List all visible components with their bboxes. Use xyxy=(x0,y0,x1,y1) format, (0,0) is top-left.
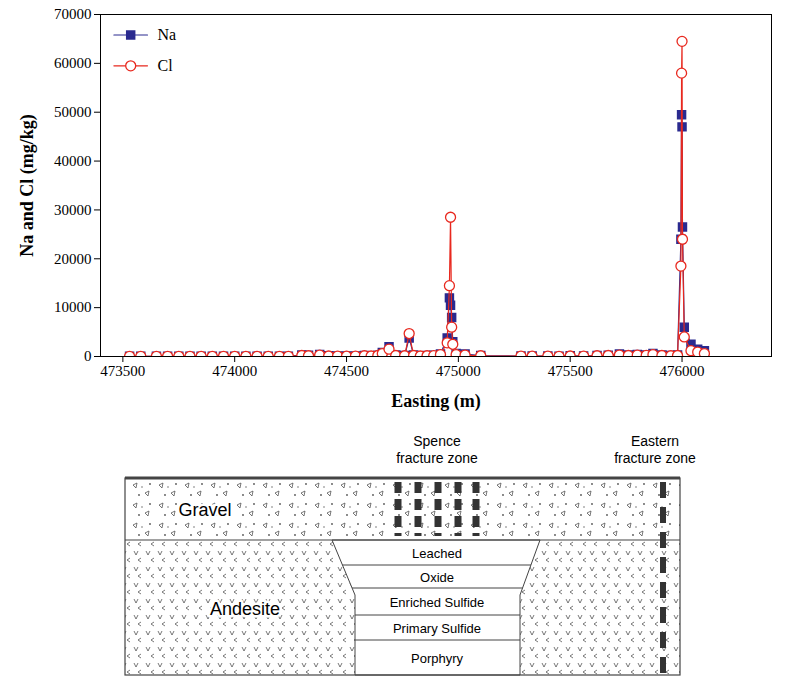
svg-text:Enriched Sulfide: Enriched Sulfide xyxy=(390,595,485,610)
svg-text:Andesite: Andesite xyxy=(210,599,280,619)
svg-text:Primary Sulfide: Primary Sulfide xyxy=(393,621,481,636)
svg-text:Porphyry: Porphyry xyxy=(411,651,464,666)
svg-text:474500: 474500 xyxy=(324,363,369,379)
svg-text:473500: 473500 xyxy=(100,363,145,379)
svg-text:fracture zone: fracture zone xyxy=(614,450,696,466)
svg-text:70000: 70000 xyxy=(54,6,92,22)
svg-text:Leached: Leached xyxy=(412,546,462,561)
svg-text:Easting (m): Easting (m) xyxy=(391,391,481,412)
svg-text:50000: 50000 xyxy=(54,104,92,120)
svg-text:40000: 40000 xyxy=(54,153,92,169)
svg-text:Eastern: Eastern xyxy=(631,433,679,449)
svg-text:0: 0 xyxy=(84,348,92,364)
svg-text:fracture zone: fracture zone xyxy=(396,450,478,466)
svg-text:475000: 475000 xyxy=(436,363,481,379)
svg-text:476000: 476000 xyxy=(660,363,705,379)
svg-text:475500: 475500 xyxy=(548,363,593,379)
svg-text:Spence: Spence xyxy=(413,433,461,449)
svg-text:10000: 10000 xyxy=(54,299,92,315)
svg-text:30000: 30000 xyxy=(54,202,92,218)
svg-text:474000: 474000 xyxy=(212,363,257,379)
svg-text:Na and Cl (mg/kg): Na and Cl (mg/kg) xyxy=(17,114,38,257)
svg-text:Cl: Cl xyxy=(158,57,174,74)
svg-text:Oxide: Oxide xyxy=(420,570,454,585)
svg-text:60000: 60000 xyxy=(54,55,92,71)
svg-text:Na: Na xyxy=(158,26,177,43)
svg-text:Gravel: Gravel xyxy=(178,500,231,520)
svg-text:20000: 20000 xyxy=(54,251,92,267)
